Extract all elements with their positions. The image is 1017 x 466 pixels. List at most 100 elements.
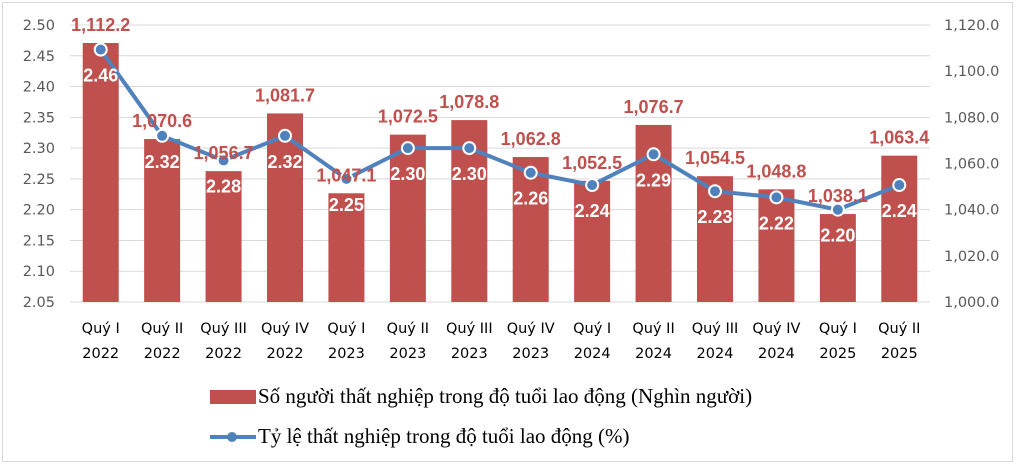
- line-marker[interactable]: [708, 184, 722, 199]
- line-marker[interactable]: [155, 128, 170, 143]
- line-data-label: 2.28: [206, 176, 241, 196]
- right-axis: 1,120.0 1,100.0 1,080.0 1,060.0 1,040.0 1,020…: [944, 18, 999, 311]
- bar-data-label: 1,062.8: [501, 129, 561, 149]
- x-axis-year-label: 2022: [267, 346, 304, 362]
- line-marker[interactable]: [523, 165, 538, 180]
- x-axis-year-label: 2023: [389, 346, 426, 362]
- bar[interactable]: [512, 157, 549, 302]
- bar-data-label: 1,072.5: [378, 107, 438, 127]
- x-axis-quarter-label: Quý III: [692, 321, 739, 337]
- right-axis-tick-label: 1,060.0: [944, 157, 999, 173]
- x-axis-quarter-label: Quý I: [327, 321, 365, 337]
- line-data-label: 2.30: [452, 164, 487, 184]
- line-marker[interactable]: [93, 42, 108, 57]
- line-marker[interactable]: [462, 141, 477, 156]
- left-axis-tick-label: 2.20: [23, 203, 55, 219]
- bar-data-label: 1,048.8: [746, 161, 806, 181]
- x-axis-quarter-label: Quý II: [141, 321, 183, 337]
- legend-bar-label: Số người thất nghiệp trong độ tuổi lao đ…: [258, 384, 753, 408]
- x-axis-quarter-label: Quý IV: [752, 321, 800, 337]
- x-axis-year-label: 2025: [881, 346, 918, 362]
- legend-line-label: Tỷ lệ thất nghiệp trong độ tuổi lao động…: [258, 424, 630, 448]
- bar-data-label: 1,054.5: [685, 148, 745, 168]
- x-axis-quarter-label: Quý I: [573, 321, 611, 337]
- right-axis-tick-label: 1,100.0: [944, 64, 999, 80]
- line-marker[interactable]: [585, 178, 600, 193]
- line-marker[interactable]: [339, 171, 354, 186]
- x-axis-quarter-label: Quý I: [82, 321, 120, 337]
- line-marker[interactable]: [892, 178, 907, 193]
- line-marker[interactable]: [216, 153, 231, 168]
- line-data-label: 2.26: [513, 189, 548, 209]
- bar-series: [82, 43, 918, 302]
- bar[interactable]: [144, 139, 181, 302]
- x-axis-year-label: 2025: [819, 346, 856, 362]
- left-axis-tick-label: 2.50: [23, 18, 55, 34]
- bar[interactable]: [819, 214, 856, 302]
- line-data-label: 2.23: [697, 207, 732, 227]
- x-axis-year-label: 2024: [635, 346, 672, 362]
- bar-data-label: 1,047.1: [316, 165, 376, 185]
- bar[interactable]: [758, 189, 795, 302]
- x-axis-year-label: 2024: [758, 346, 795, 362]
- line-data-label: 2.29: [636, 170, 671, 190]
- right-axis-tick-label: 1,080.0: [944, 110, 999, 126]
- line-data-label: 2.20: [820, 226, 855, 246]
- line-data-label: 2.25: [329, 195, 364, 215]
- bar[interactable]: [389, 134, 426, 302]
- x-axis-quarter-label: Quý II: [632, 321, 674, 337]
- left-axis: 2.50 2.45 2.40 2.35 2.30 2.25 2.20 2.15 2.10 2.05: [23, 18, 55, 311]
- x-axis-year-label: 2022: [82, 346, 119, 362]
- bar-data-label: 1,038.1: [808, 186, 868, 206]
- right-axis-tick-label: 1,120.0: [944, 18, 999, 34]
- legend-item-bar[interactable]: Số người thất nghiệp trong độ tuổi lao đ…: [210, 384, 752, 409]
- bar-data-label: 1,070.6: [132, 111, 192, 131]
- bar-data-label: 1,052.5: [562, 153, 622, 173]
- line-marker[interactable]: [830, 202, 845, 217]
- x-axis-quarter-label: Quý III: [200, 321, 247, 337]
- line-data-label: 2.30: [390, 164, 425, 184]
- line-data-label: 2.32: [267, 152, 302, 172]
- right-axis-tick-label: 1,020.0: [944, 249, 999, 265]
- bar[interactable]: [574, 180, 611, 302]
- x-axis-year-label: 2023: [512, 346, 549, 362]
- x-axis-year-label: 2023: [328, 346, 365, 362]
- bar[interactable]: [881, 155, 918, 302]
- x-axis-quarter-label: Quý IV: [507, 321, 555, 337]
- x-axis-year-label: 2024: [574, 346, 611, 362]
- left-axis-tick-label: 2.30: [23, 141, 55, 157]
- x-axis-quarter-label: Quý II: [878, 321, 920, 337]
- line-data-label: 2.32: [145, 152, 180, 172]
- bar-data-label: 1,056.7: [194, 143, 254, 163]
- line-series: [93, 42, 907, 217]
- bar[interactable]: [82, 43, 119, 302]
- line-marker[interactable]: [400, 141, 415, 156]
- line-data-labels: 2.46 2.32 2.28 2.32 2.25 2.30 2.30 2.26 2.24 2.29…: [83, 66, 917, 246]
- x-axis-quarter-label: Quý III: [446, 321, 493, 337]
- bar-data-label: 1,076.7: [624, 97, 684, 117]
- line-marker[interactable]: [278, 128, 292, 143]
- legend-item-line[interactable]: Tỷ lệ thất nghiệp trong độ tuổi lao động…: [210, 424, 630, 449]
- line-marker[interactable]: [646, 147, 661, 162]
- rate-line: [99, 48, 901, 212]
- left-axis-tick-label: 2.10: [23, 264, 55, 280]
- bar-data-label: 1,078.8: [439, 92, 499, 112]
- bar-data-label: 1,081.7: [255, 85, 315, 105]
- left-axis-tick-label: 2.15: [23, 233, 55, 249]
- line-data-label: 2.24: [575, 201, 610, 221]
- bar-data-label: 1,063.4: [869, 128, 929, 148]
- bar[interactable]: [328, 193, 365, 302]
- right-axis-tick-label: 1,040.0: [944, 203, 999, 219]
- bar[interactable]: [205, 171, 242, 302]
- x-axis-quarter-label: Quý II: [387, 321, 429, 337]
- x-axis-quarter-label: Quý I: [819, 321, 857, 337]
- left-axis-tick-label: 2.45: [23, 49, 55, 65]
- x-axis-year-label: 2022: [144, 346, 181, 362]
- x-axis: Quý I 2022 Quý II 2022 Quý III 2022 Quý IV 2022…: [82, 321, 921, 362]
- left-axis-tick-label: 2.35: [23, 110, 55, 126]
- line-marker[interactable]: [769, 190, 784, 205]
- line-data-label: 2.22: [759, 213, 794, 233]
- right-axis-tick-label: 1,000.0: [944, 295, 999, 311]
- bar-swatch-icon: [210, 389, 256, 404]
